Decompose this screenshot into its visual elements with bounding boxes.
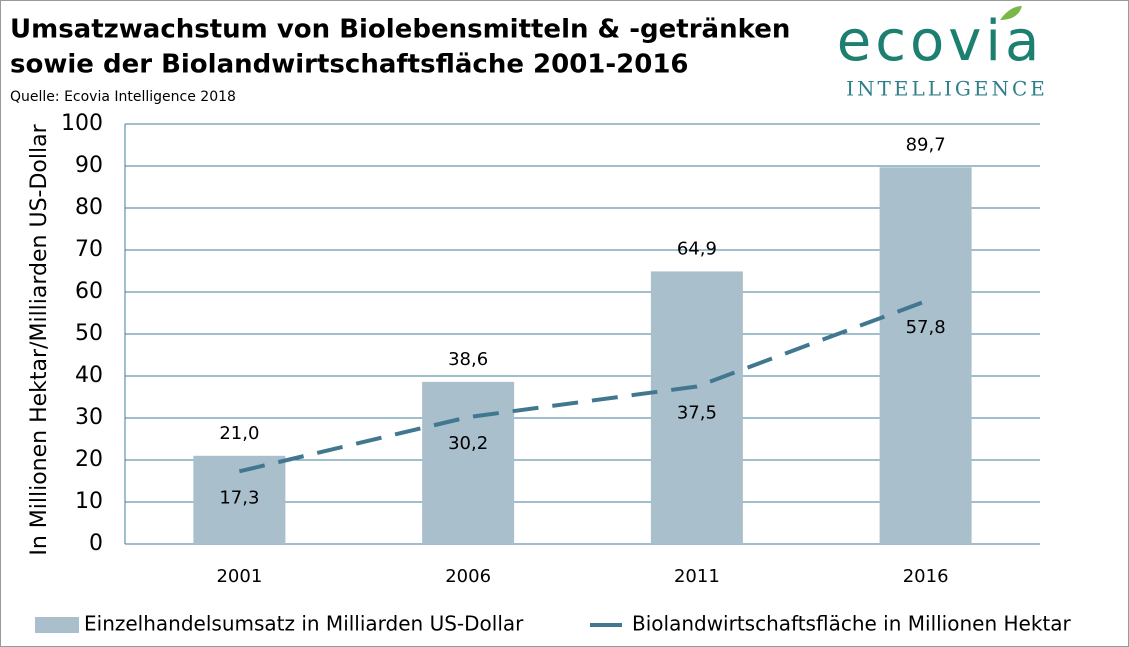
legend-label: Biolandwirtschaftsfläche in Millionen He… bbox=[632, 612, 1072, 636]
line-value-label: 37,5 bbox=[677, 403, 717, 424]
line-value-label: 17,3 bbox=[219, 487, 259, 508]
y-tick-label: 60 bbox=[75, 279, 103, 304]
bar-value-label: 64,9 bbox=[677, 238, 717, 259]
line-value-label: 30,2 bbox=[448, 433, 488, 454]
chart-subtitle: Quelle: Ecovia Intelligence 2018 bbox=[10, 89, 236, 105]
y-axis-label: In Millionen Hektar/Milliarden US-Dollar bbox=[27, 123, 52, 555]
y-tick-label: 20 bbox=[75, 447, 103, 472]
x-tick-label: 2001 bbox=[216, 566, 262, 587]
y-tick-label: 0 bbox=[89, 531, 103, 556]
logo: ecovia bbox=[837, 9, 1044, 74]
y-tick-label: 30 bbox=[75, 405, 103, 430]
bar-value-label: 21,0 bbox=[219, 423, 259, 444]
bar bbox=[650, 271, 743, 544]
y-tick-label: 40 bbox=[75, 363, 103, 388]
line-value-label: 57,8 bbox=[906, 317, 946, 338]
chart-title: Umsatzwachstum von Biolebensmitteln & -g… bbox=[10, 15, 790, 45]
bar-value-label: 38,6 bbox=[448, 349, 488, 370]
y-tick-label: 10 bbox=[75, 489, 103, 514]
chart-title: sowie der Biolandwirtschaftsfläche 2001-… bbox=[10, 50, 689, 80]
x-tick-label: 2011 bbox=[674, 566, 720, 587]
y-tick-label: 100 bbox=[61, 111, 103, 136]
y-tick-label: 90 bbox=[75, 153, 103, 178]
bar bbox=[879, 167, 972, 544]
x-tick-label: 2006 bbox=[445, 566, 491, 587]
bar bbox=[422, 381, 515, 544]
y-tick-label: 70 bbox=[75, 237, 103, 262]
y-tick-label: 80 bbox=[75, 195, 103, 220]
legend-label: Einzelhandelsumsatz in Milliarden US-Dol… bbox=[84, 612, 524, 636]
y-tick-label: 50 bbox=[75, 321, 103, 346]
bar-value-label: 89,7 bbox=[906, 134, 946, 155]
legend-swatch bbox=[35, 617, 79, 633]
x-tick-label: 2016 bbox=[903, 566, 949, 587]
logo-tagline: INTELLIGENCE bbox=[846, 77, 1048, 101]
logo-leaf bbox=[1000, 6, 1022, 20]
